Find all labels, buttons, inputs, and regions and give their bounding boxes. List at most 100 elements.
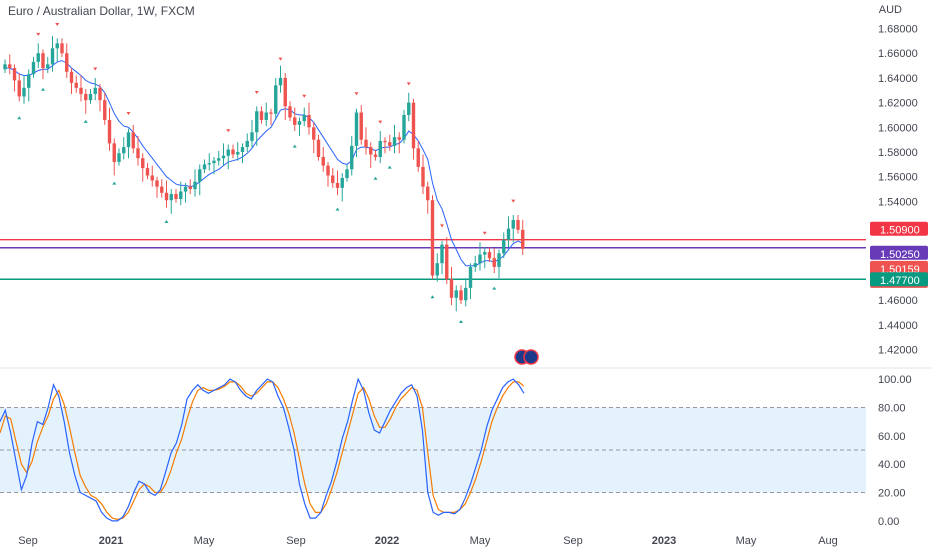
candle-body	[459, 290, 463, 301]
resistance-price-box-text: 1.50900	[880, 225, 920, 237]
candle-body	[245, 140, 249, 148]
candle-body	[179, 191, 183, 199]
candle-body	[264, 112, 268, 120]
swing-low-marker	[430, 295, 435, 299]
candle-body	[411, 102, 416, 149]
swing-low-marker	[459, 320, 463, 324]
swing-high-marker	[406, 82, 411, 86]
candle-body	[307, 114, 311, 128]
swing-high-marker	[126, 111, 131, 115]
candle-body	[65, 53, 69, 72]
pivot-price-box-text: 1.50250	[880, 249, 920, 261]
candle-body	[516, 219, 520, 230]
candle-body	[41, 53, 45, 69]
price-tick-label: 1.60000	[878, 122, 918, 134]
candle-body	[369, 147, 373, 155]
swing-high-marker	[354, 92, 359, 96]
candle-body	[487, 252, 492, 259]
candle-body	[506, 228, 511, 240]
support-price-box-bg	[870, 272, 928, 287]
support-price-box-text: 1.47700	[880, 275, 920, 287]
swing-high-marker	[482, 231, 487, 235]
candle-body	[141, 158, 145, 169]
candle-body	[183, 186, 188, 192]
candle-body	[454, 290, 458, 298]
candle-body	[188, 186, 192, 190]
candle-body	[22, 87, 26, 97]
candle-body	[60, 43, 64, 54]
candle-body	[145, 168, 150, 176]
stochastic-tick-label: 60.00	[878, 431, 906, 443]
candle-body	[364, 139, 368, 148]
currency-label: AUD	[878, 4, 902, 16]
candle-body	[250, 132, 254, 141]
time-tick-label: Sep	[286, 535, 306, 547]
candle-body	[435, 263, 439, 276]
candle-body	[174, 194, 178, 199]
time-tick-label: Aug	[818, 535, 838, 547]
candle-body	[8, 64, 12, 69]
candle-body	[240, 147, 245, 153]
au-flag-icon[interactable]	[514, 349, 539, 365]
stochastic-pane	[0, 377, 866, 522]
candle-body	[31, 61, 36, 75]
swing-low-marker	[83, 119, 88, 123]
candle-body	[155, 180, 159, 187]
candle-body	[345, 169, 349, 178]
candle-body	[136, 148, 140, 159]
candle-body	[122, 147, 126, 154]
candle-body	[430, 200, 435, 276]
candle-body	[416, 148, 420, 167]
candle-body	[340, 177, 344, 188]
candle-body	[226, 149, 230, 156]
candle-body	[326, 165, 330, 176]
candle-body	[359, 112, 363, 140]
swing-high-marker	[226, 129, 231, 133]
stochastic-k-line	[0, 377, 525, 522]
ema-line	[5, 60, 524, 267]
candle-body	[373, 154, 378, 157]
candle-body	[79, 87, 83, 94]
candle-body	[316, 139, 321, 157]
time-tick-label: 2022	[375, 535, 399, 547]
candle-body	[3, 64, 7, 70]
candle-body	[478, 254, 482, 264]
candle-body	[321, 156, 325, 166]
swing-high-marker	[278, 57, 283, 61]
swing-high-marker	[302, 94, 307, 98]
candle-body	[383, 140, 387, 143]
candle-body	[50, 48, 55, 65]
candle-body	[93, 87, 97, 94]
time-tick-label: May	[470, 535, 491, 547]
candle-body	[103, 100, 107, 120]
candle-body	[392, 137, 397, 146]
candle-body	[236, 152, 240, 155]
swing-high-marker	[55, 23, 60, 27]
candle-body	[269, 112, 273, 114]
candle-body	[274, 85, 278, 114]
candle-body	[169, 194, 173, 201]
candle-body	[483, 252, 487, 255]
candle-body	[126, 132, 131, 148]
swing-low-marker	[112, 181, 117, 185]
candle-body	[407, 102, 411, 115]
swing-low-marker	[387, 165, 392, 169]
candle-body	[17, 80, 21, 97]
candle-body	[388, 142, 392, 146]
candle-body	[74, 82, 78, 88]
swing-low-marker	[292, 144, 297, 148]
candle-body	[511, 219, 515, 229]
candle-body	[55, 43, 59, 49]
candle-body	[378, 140, 382, 157]
candle-body	[88, 93, 93, 101]
resistance-price-box: 1.50900	[870, 221, 928, 237]
candle-body	[12, 68, 17, 81]
stochastic-tick-label: 100.00	[878, 374, 912, 386]
time-tick-label: Sep	[18, 535, 38, 547]
swing-high-marker	[36, 32, 41, 36]
stochastic-tick-label: 80.00	[878, 402, 906, 414]
candle-body	[259, 111, 264, 120]
candle-body	[497, 253, 501, 267]
price-tick-label: 1.66000	[878, 48, 918, 60]
